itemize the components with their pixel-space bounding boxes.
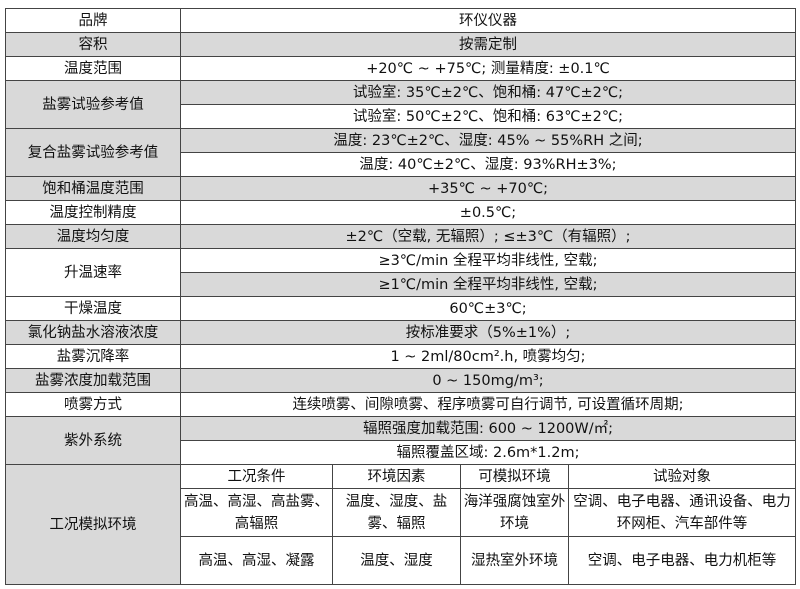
row-value: 按需定制	[180, 32, 796, 57]
column-header: 环境因素	[332, 464, 461, 489]
table-row: 温度控制精度 ±0.5℃;	[5, 200, 796, 225]
row-value: 环仪仪器	[180, 8, 796, 33]
table-cell: 空调、电子电器、通讯设备、电力环网柜、汽车部件等	[568, 488, 796, 537]
table-row: 饱和桶温度范围 +35℃ ~ +70℃;	[5, 176, 796, 201]
table-row: 盐雾沉降率 1 ~ 2ml/80cm².h, 喷雾均匀;	[5, 344, 796, 369]
table-row: 温度范围 +20℃ ~ +75℃; 测量精度: ±0.1℃	[5, 56, 796, 81]
row-label: 工况模拟环境	[5, 464, 181, 585]
table-cell: 温度、湿度	[332, 536, 461, 585]
row-label: 盐雾沉降率	[5, 344, 181, 369]
row-label: 升温速率	[5, 248, 181, 297]
row-label: 干燥温度	[5, 296, 181, 321]
table-row: 喷雾方式 连续喷雾、间隙喷雾、程序喷雾可自行调节, 可设置循环周期;	[5, 392, 796, 417]
row-label: 温度均匀度	[5, 224, 181, 249]
row-value: 辐照覆盖区域: 2.6m*1.2m;	[180, 440, 796, 465]
row-label: 紫外系统	[5, 416, 181, 465]
table-cell: 海洋强腐蚀室外环境	[460, 488, 569, 537]
table-cell: 高温、高湿、高盐雾、高辐照	[180, 488, 333, 537]
row-label: 温度范围	[5, 56, 181, 81]
table-row: 升温速率 ≥3℃/min 全程平均非线性, 空载;	[5, 248, 796, 297]
row-value: 试验室: 35℃±2℃、饱和桶: 47℃±2℃;	[180, 80, 796, 105]
table-cell: 空调、电子电器、电力机柜等	[568, 536, 796, 585]
table-row: ≥1℃/min 全程平均非线性, 空载;	[6, 272, 796, 297]
row-label: 复合盐雾试验参考值	[5, 128, 181, 177]
row-value: 温度: 23℃±2℃、湿度: 45% ~ 55%RH 之间;	[180, 128, 796, 153]
column-header: 试验对象	[568, 464, 796, 489]
table-row: 高温、高湿、高盐雾、高辐照 温度、湿度、盐雾、辐照 海洋强腐蚀室外环境 空调、电…	[6, 488, 796, 537]
row-label: 喷雾方式	[5, 392, 181, 417]
table-cell: 温度、湿度、盐雾、辐照	[332, 488, 461, 537]
row-value: ±0.5℃;	[180, 200, 796, 225]
table-row: 试验室: 50℃±2℃、饱和桶: 63℃±2℃;	[6, 104, 796, 129]
spec-table: 品牌 环仪仪器 容积 按需定制 温度范围 +20℃ ~ +75℃; 测量精度: ±0.…	[5, 8, 796, 585]
table-row: 工况模拟环境 工况条件 环境因素 可模拟环境 试验对象	[5, 464, 796, 585]
row-label: 容积	[5, 32, 181, 57]
table-row: 紫外系统 辐照强度加载范围: 600 ~ 1200W/㎡;	[5, 416, 796, 465]
row-value: 辐照强度加载范围: 600 ~ 1200W/㎡;	[180, 416, 796, 441]
table-cell: 湿热室外环境	[460, 536, 569, 585]
table-row: 盐雾浓度加载范围 0 ~ 150mg/m³;	[5, 368, 796, 393]
table-row: 容积 按需定制	[5, 32, 796, 57]
row-label: 盐雾试验参考值	[5, 80, 181, 129]
table-cell: 高温、高湿、凝露	[180, 536, 333, 585]
row-value: 试验室: 50℃±2℃、饱和桶: 63℃±2℃;	[180, 104, 796, 129]
table-row: 品牌 环仪仪器	[5, 8, 796, 33]
row-value: ±2℃（空载, 无辐照）; ≤±3℃（有辐照）;	[180, 224, 796, 249]
row-value: ≥1℃/min 全程平均非线性, 空载;	[180, 272, 796, 297]
row-label: 温度控制精度	[5, 200, 181, 225]
row-value: 1 ~ 2ml/80cm².h, 喷雾均匀;	[180, 344, 796, 369]
row-value: 连续喷雾、间隙喷雾、程序喷雾可自行调节, 可设置循环周期;	[180, 392, 796, 417]
row-label: 盐雾浓度加载范围	[5, 368, 181, 393]
table-row: 氯化钠盐水溶液浓度 按标准要求（5%±1%）;	[5, 320, 796, 345]
row-value: +20℃ ~ +75℃; 测量精度: ±0.1℃	[180, 56, 796, 81]
table-row: 温度均匀度 ±2℃（空载, 无辐照）; ≤±3℃（有辐照）;	[5, 224, 796, 249]
row-value: 0 ~ 150mg/m³;	[180, 368, 796, 393]
table-row: 盐雾试验参考值 试验室: 35℃±2℃、饱和桶: 47℃±2℃;	[5, 80, 796, 129]
row-value: +35℃ ~ +70℃;	[180, 176, 796, 201]
row-label: 氯化钠盐水溶液浓度	[5, 320, 181, 345]
column-header: 工况条件	[180, 464, 333, 489]
row-value: 温度: 40℃±2℃、湿度: 93%RH±3%;	[180, 152, 796, 177]
column-header: 可模拟环境	[460, 464, 569, 489]
row-label: 饱和桶温度范围	[5, 176, 181, 201]
table-row: 温度: 40℃±2℃、湿度: 93%RH±3%;	[6, 152, 796, 177]
row-label: 品牌	[5, 8, 181, 33]
table-row: 干燥温度 60℃±3℃;	[5, 296, 796, 321]
row-value: 按标准要求（5%±1%）;	[180, 320, 796, 345]
row-value: 60℃±3℃;	[180, 296, 796, 321]
table-row: 高温、高湿、凝露 温度、湿度 湿热室外环境 空调、电子电器、电力机柜等	[6, 536, 796, 585]
row-value: ≥3℃/min 全程平均非线性, 空载;	[180, 248, 796, 273]
table-row: 复合盐雾试验参考值 温度: 23℃±2℃、湿度: 45% ~ 55%RH 之间;	[5, 128, 796, 177]
